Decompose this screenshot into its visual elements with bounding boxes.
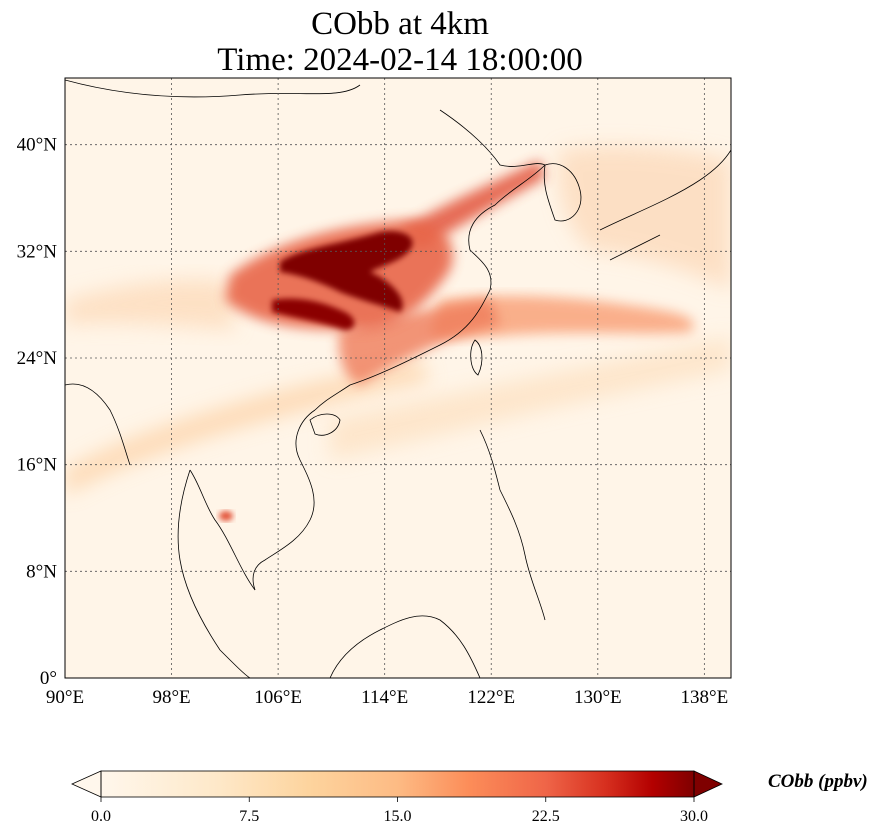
map-frame (64, 77, 732, 679)
map-panel (65, 78, 731, 678)
northern-border (65, 79, 361, 98)
map-title-line-1: CObb at 4km (311, 6, 489, 42)
central-china-core (280, 230, 413, 312)
colorbar-ticks: 0.0 7.5 15.0 22.5 30.0 (91, 797, 708, 825)
colorbar-tick-label: 0.0 (91, 808, 111, 825)
southern-band (330, 336, 731, 460)
colorbar-bar (101, 771, 694, 797)
gridlines (65, 78, 731, 678)
east-china-sea-band (430, 295, 694, 339)
japan-coast (599, 149, 731, 261)
lon-tick-label: 138°E (681, 687, 729, 708)
myanmar-coast (65, 383, 131, 466)
lat-tick-label: 16°N (17, 455, 58, 476)
taiwan-island (470, 339, 483, 376)
korea-peninsula (543, 163, 582, 222)
indochina-coast (252, 409, 316, 591)
lon-tick-label: 122°E (467, 687, 515, 708)
colorbar-tick-label: 15.0 (384, 808, 412, 825)
southwest-band (65, 360, 430, 495)
lon-tick-label: 98°E (152, 687, 190, 708)
colorbar-extend-low (71, 770, 102, 798)
japan-sea-band (558, 145, 731, 290)
hainan-island (309, 413, 341, 436)
lon-tick-label: 90°E (46, 687, 84, 708)
lat-tick-label: 40°N (17, 135, 58, 156)
map-title-line-2: Time: 2024-02-14 18:00:00 (217, 42, 583, 78)
coastlines (65, 79, 731, 678)
malay-peninsula (177, 469, 251, 678)
colorbar: 0.0 7.5 15.0 22.5 30.0 CObb (ppbv) (71, 770, 868, 825)
cambodia-hotspot (219, 511, 233, 521)
co-field (65, 145, 731, 521)
lon-tick-label: 130°E (574, 687, 622, 708)
colorbar-extend-high (693, 770, 723, 798)
colorbar-label: CObb (ppbv) (768, 771, 868, 792)
sichuan-lower-core (272, 298, 355, 330)
colorbar-tick-label: 30.0 (680, 808, 708, 825)
lat-tick-label: 8°N (26, 561, 57, 582)
lat-tick-label: 0° (40, 668, 57, 689)
lon-tick-label: 106°E (254, 687, 302, 708)
lat-ticks: 0° 8°N 16°N 24°N 32°N 40°N (17, 135, 58, 689)
colorbar-tick-label: 7.5 (239, 808, 259, 825)
lat-tick-label: 32°N (17, 241, 58, 262)
gulf-of-thailand (189, 469, 256, 591)
lon-ticks: 90°E 98°E 106°E 114°E 122°E 130°E 138°E (46, 687, 728, 708)
central-band (65, 279, 235, 330)
borneo-coast (329, 615, 481, 678)
lon-tick-label: 114°E (361, 687, 408, 708)
philippines-coast (479, 429, 546, 621)
china-coastline (314, 109, 546, 411)
lat-tick-label: 24°N (17, 348, 58, 369)
colorbar-tick-label: 22.5 (532, 808, 560, 825)
